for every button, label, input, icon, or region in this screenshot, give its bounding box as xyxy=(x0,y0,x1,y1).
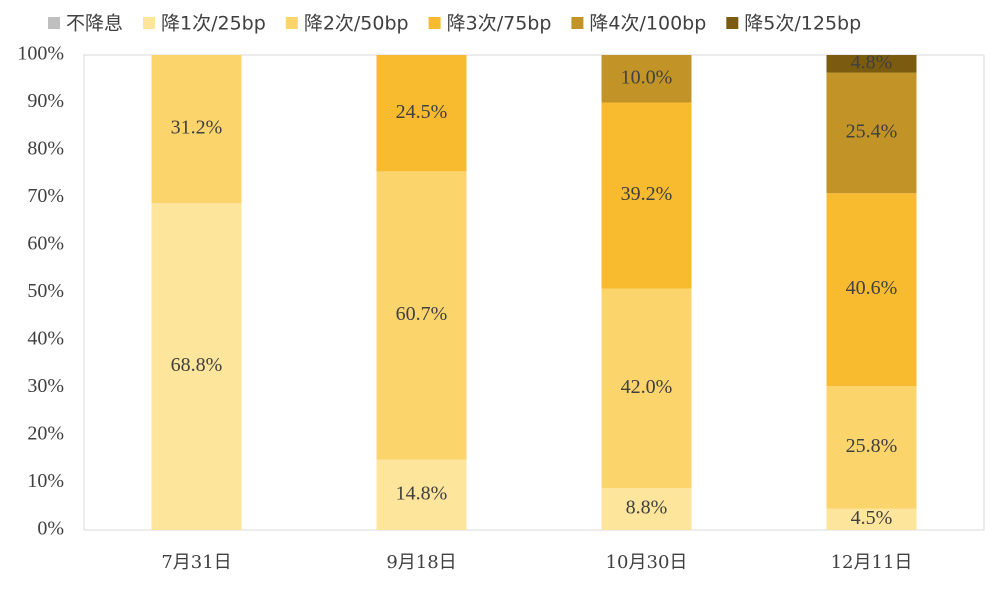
data-label: 42.0% xyxy=(621,376,673,398)
legend-label: 不降息 xyxy=(66,13,123,35)
data-label: 40.6% xyxy=(846,277,898,299)
legend-label: 降4次/100bp xyxy=(589,13,706,35)
legend-swatch xyxy=(726,17,739,29)
legend-label: 降1次/25bp xyxy=(161,13,266,35)
legend-swatch xyxy=(285,17,298,29)
bars xyxy=(151,55,917,530)
y-tick-label: 0% xyxy=(37,518,64,540)
y-tick-label: 90% xyxy=(27,90,64,112)
bar-segment xyxy=(151,55,242,204)
legend-swatch xyxy=(143,17,156,29)
bar-segment xyxy=(826,508,917,530)
bar-segment xyxy=(376,55,467,172)
legend-label: 降3次/75bp xyxy=(447,13,552,35)
data-label: 4.5% xyxy=(851,507,893,529)
bar-segment xyxy=(826,72,917,194)
x-tick-label: 12月11日 xyxy=(831,552,913,573)
legend-swatch xyxy=(428,17,441,29)
plot-frame xyxy=(83,54,985,531)
bar-segment xyxy=(826,55,917,73)
y-tick-label: 50% xyxy=(27,280,64,302)
x-tick-label: 10月30日 xyxy=(606,552,688,573)
y-tick-label: 20% xyxy=(27,423,64,445)
data-label: 39.2% xyxy=(621,183,673,205)
data-label: 60.7% xyxy=(396,303,448,325)
y-tick-label: 40% xyxy=(27,328,64,350)
legend-swatch xyxy=(571,17,584,29)
bar-segment xyxy=(601,55,692,103)
y-tick-label: 70% xyxy=(27,185,64,207)
bar-segment xyxy=(376,171,467,460)
data-label: 25.8% xyxy=(846,435,898,457)
legend-swatch xyxy=(48,17,60,29)
data-label: 68.8% xyxy=(171,354,223,376)
data-label: 8.8% xyxy=(626,497,668,519)
legend-label: 降2次/50bp xyxy=(304,13,409,35)
x-tick-label: 9月18日 xyxy=(386,552,456,573)
y-tick-label: 100% xyxy=(17,43,64,65)
y-tick-label: 30% xyxy=(27,375,64,397)
y-tick-label: 80% xyxy=(27,138,64,160)
bar-segment xyxy=(826,386,917,509)
data-label: 31.2% xyxy=(171,117,223,139)
bar-segment xyxy=(601,288,692,489)
legend-label: 降5次/125bp xyxy=(744,13,861,35)
x-tick-label: 7月31日 xyxy=(161,552,231,573)
data-label: 4.8% xyxy=(851,51,893,73)
data-label: 10.0% xyxy=(621,66,673,88)
y-tick-label: 60% xyxy=(27,233,64,255)
y-tick-label: 10% xyxy=(27,470,64,492)
bar-segment xyxy=(601,488,692,530)
bar-segment xyxy=(151,203,242,530)
data-label: 24.5% xyxy=(396,101,448,123)
bar-segment xyxy=(601,102,692,289)
bar-segment xyxy=(826,193,917,387)
data-label: 25.4% xyxy=(846,120,898,142)
data-label: 14.8% xyxy=(396,482,448,504)
bar-segment xyxy=(376,459,467,530)
